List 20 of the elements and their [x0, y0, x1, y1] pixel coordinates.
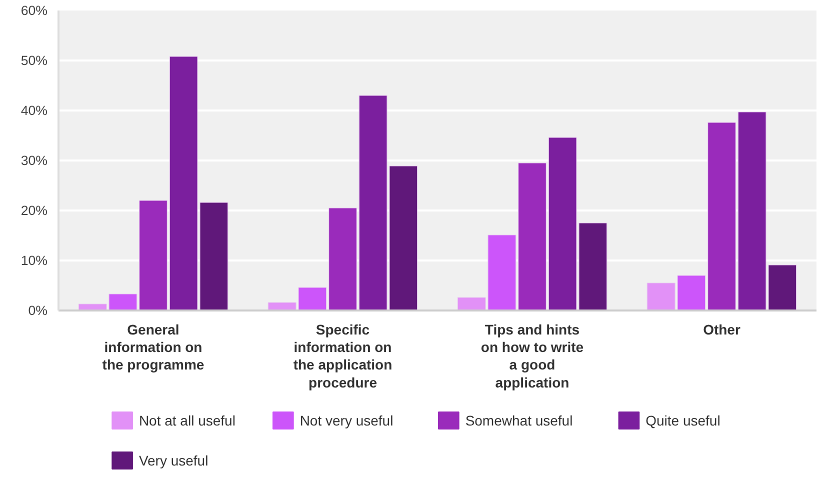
bar: [708, 122, 736, 310]
legend-label: Somewhat useful: [465, 412, 573, 428]
bar: [328, 208, 357, 310]
y-tick-label: 40%: [20, 103, 48, 118]
legend-label: Not very useful: [300, 412, 394, 428]
y-tick-label: 0%: [28, 303, 48, 318]
y-tick-label: 60%: [20, 3, 48, 18]
y-tick-label: 50%: [20, 53, 48, 68]
legend-label: Not at all useful: [138, 412, 236, 428]
y-tick-label: 20%: [20, 203, 48, 218]
x-tick-label: Other: [703, 322, 741, 338]
x-tick-label: Tips and hints on how to write a good application: [480, 322, 584, 390]
y-tick-label: 10%: [20, 253, 48, 268]
legend-label: Very useful: [138, 452, 208, 468]
bar: [139, 200, 168, 310]
x-tick-label: Specific information on the application procedure: [293, 322, 392, 390]
x-tick-label: General information on the programme: [102, 322, 204, 373]
y-tick-label: 30%: [20, 153, 48, 168]
legend-label: Quite useful: [646, 412, 720, 428]
bar: [518, 162, 546, 310]
